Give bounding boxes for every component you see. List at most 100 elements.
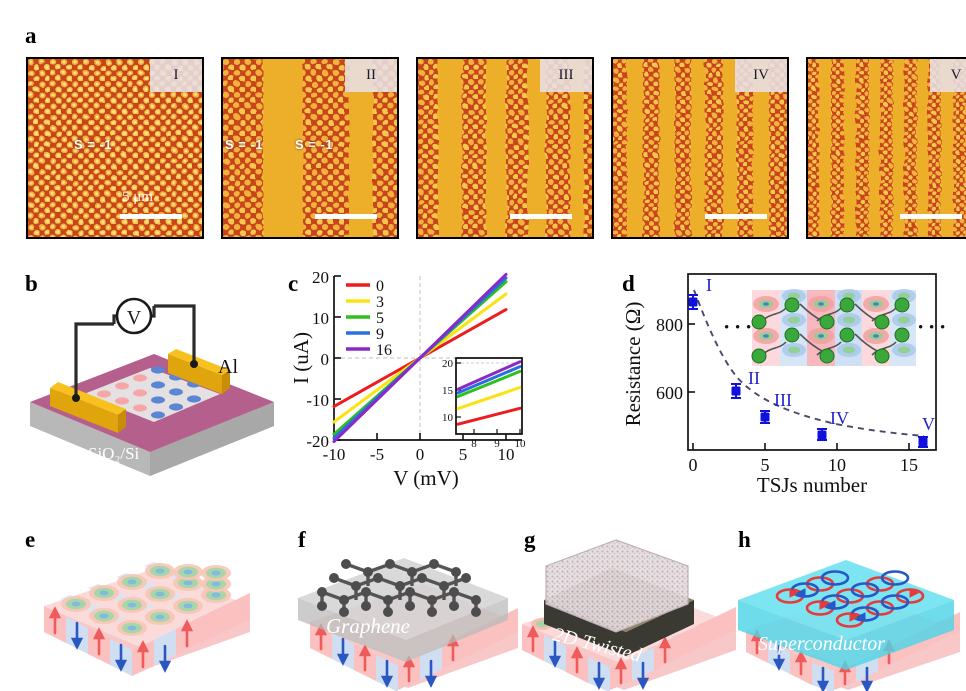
rd-label-I: I <box>706 275 712 295</box>
panel-f-graphene-lattice <box>320 562 478 612</box>
rd-x-ticklabels: 0 5 10 15 <box>689 455 919 475</box>
panel-g-svg: 2D Twisted <box>522 539 736 691</box>
rd-data-points <box>688 294 928 448</box>
panel-letter-a: a <box>25 23 37 48</box>
afm-scalebar-3 <box>510 214 572 219</box>
panel-g-arrows <box>526 625 672 690</box>
afm-scalebar-1 <box>120 214 182 219</box>
measurement-circuit <box>74 304 196 398</box>
voltmeter-label: V <box>127 307 142 329</box>
voltmeter-node-right <box>190 360 198 368</box>
rd-point-III <box>760 410 770 424</box>
panel-g-moire-hexagon <box>545 539 689 633</box>
afm-image-1: I S = -1 5 μm <box>26 57 204 239</box>
iv-legend-label-0: 0 <box>376 278 384 295</box>
rd-x-ticks <box>692 443 910 450</box>
iv-inset-xtick-8: 8 <box>471 438 477 450</box>
rd-xtick-10: 10 <box>828 455 846 475</box>
panel-letter-c: c <box>288 271 299 296</box>
iv-ytick-m10: -10 <box>306 391 329 410</box>
electrode-label-al: Al <box>218 356 238 378</box>
afm-scalebar-2 <box>315 214 377 219</box>
panel-c-iv-chart: 20 10 0 -10 -20 -10 -5 0 5 10 V (mV) I (… <box>286 264 536 494</box>
rd-inset-ellipsis-left: • • • <box>724 320 752 336</box>
iv-ytick-m20: -20 <box>306 432 329 451</box>
rd-fit-curve <box>693 289 925 437</box>
panel-e-top-surface <box>44 562 250 646</box>
afm-s-label-2a: S = -1 <box>225 137 264 152</box>
iv-y-ticks <box>334 275 341 441</box>
afm-scalebar-label-1: 5 μm <box>122 189 153 205</box>
rd-point-I <box>688 294 698 310</box>
panel-letter-g: g <box>524 527 536 552</box>
left-electrode <box>50 382 126 433</box>
iv-legend-label-5: 5 <box>376 310 384 327</box>
panel-h-sc-front <box>738 600 954 670</box>
panel-h-caption: Superconductor <box>758 633 885 655</box>
iv-ytick-20: 20 <box>312 268 329 287</box>
panel-e-svg <box>44 562 250 676</box>
iv-inset-ytick-20: 20 <box>442 358 454 370</box>
afm-s-label-1a: S = -1 <box>74 137 113 152</box>
device-schematic-svg: V Al SiO₂/Si <box>30 297 274 476</box>
rd-point-II <box>731 383 741 399</box>
substrate-right-face <box>150 402 274 476</box>
rd-inset-electrons <box>751 297 910 364</box>
rd-label-II: II <box>748 368 760 388</box>
afm-roman-label-3: III <box>540 59 592 92</box>
panel-f-svg: Graphene <box>298 558 518 691</box>
panel-e-stripe-lattice <box>14 520 258 690</box>
rd-ytick-600: 600 <box>656 383 683 403</box>
afm-roman-label-4: IV <box>735 59 787 92</box>
panel-d-resistance-chart: 800 600 0 5 10 15 TSJs number Resistance… <box>616 264 964 497</box>
rd-xtick-0: 0 <box>689 455 698 475</box>
afm-image-5: V <box>806 57 966 239</box>
rd-y-ticks <box>688 323 695 393</box>
iv-inset-line-5 <box>458 371 520 396</box>
iv-ytick-0: 0 <box>321 350 330 369</box>
afm-scalebar-5 <box>900 214 962 219</box>
iv-xtick-10: 10 <box>498 445 515 464</box>
iv-xtick-5: 5 <box>459 445 468 464</box>
rd-ytick-800: 800 <box>656 315 683 335</box>
iv-inset-lines <box>458 362 520 424</box>
afm-roman-label-2: II <box>345 59 397 92</box>
iv-xtick-m10: -10 <box>323 445 346 464</box>
afm-texture-2 <box>223 59 397 237</box>
iv-inset-ytick-10: 10 <box>442 412 454 424</box>
afm-image-2: II S = -1 S = -1 <box>221 57 399 239</box>
iv-y-ticklabels: 20 10 0 -10 -20 <box>306 268 329 451</box>
iv-inset-ytick-15: 15 <box>442 385 454 397</box>
iv-line-16 <box>332 272 508 444</box>
iv-inset-xtick-10: 10 <box>515 438 527 450</box>
iv-ylabel: I (uA) <box>289 332 313 384</box>
rd-xtick-15: 15 <box>900 455 918 475</box>
afm-roman-label-1: I <box>150 59 202 92</box>
panel-e-arrows <box>48 606 194 673</box>
panel-letter-d: d <box>622 271 635 296</box>
panel-letter-h: h <box>738 527 751 552</box>
rd-inset-skyrmions <box>753 289 916 357</box>
rd-xlabel: TSJs number <box>757 473 867 497</box>
iv-inset-line-3 <box>458 388 520 409</box>
iv-legend-label-3: 3 <box>376 294 384 311</box>
panel-b-device-schematic: V Al SiO₂/Si <box>22 276 280 491</box>
afm-image-3: III <box>416 57 594 239</box>
panel-f-overlay-front <box>298 598 508 662</box>
rd-inset-ellipsis-right: • • • <box>918 320 946 336</box>
iv-chart-svg: 20 10 0 -10 -20 -10 -5 0 5 10 V (mV) I (… <box>289 268 527 490</box>
afm-scalebar-4 <box>705 214 767 219</box>
afm-image-4: IV <box>611 57 789 239</box>
iv-xtick-m5: -5 <box>370 445 384 464</box>
panel-f-graphene-stack: Graphene <box>286 520 530 691</box>
rd-point-labels: I II III IV V <box>706 275 935 434</box>
panel-h-superconductor-stack: Superconductor <box>728 520 966 691</box>
rd-ylabel: Resistance (Ω) <box>621 302 645 427</box>
iv-inset-xtick-9: 9 <box>494 438 500 450</box>
rd-point-V <box>918 436 928 448</box>
iv-inset-line-0 <box>458 408 520 424</box>
iv-inset-line-9 <box>458 367 520 393</box>
iv-series-lines <box>332 272 508 444</box>
iv-ytick-10: 10 <box>312 309 329 328</box>
panel-g-twisted-stack: 2D Twisted <box>516 520 746 691</box>
